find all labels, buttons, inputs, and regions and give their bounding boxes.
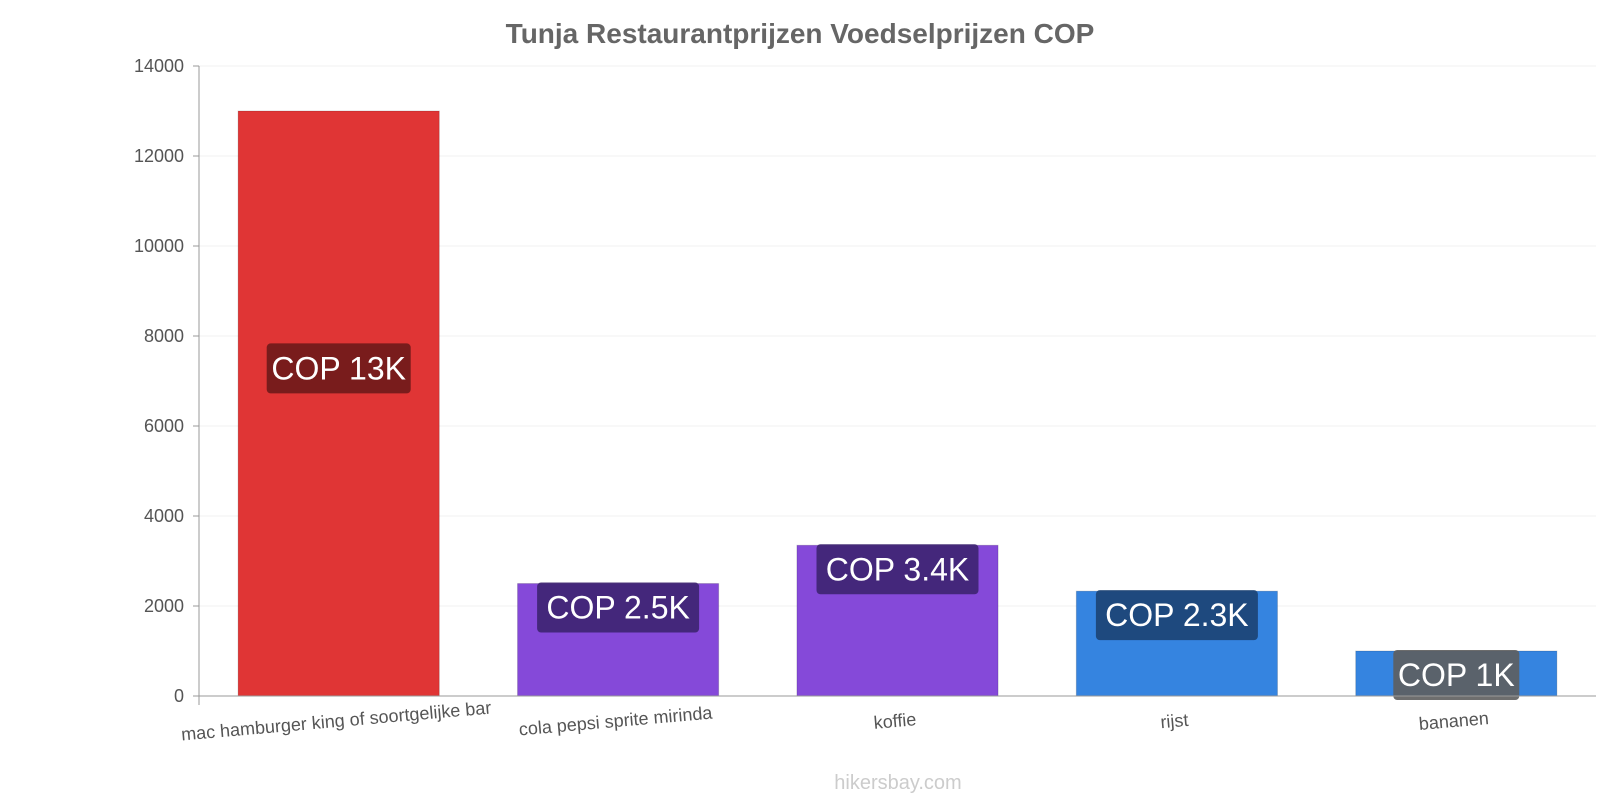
y-tick-label: 4000 [144,506,184,526]
data-label-0: COP 13K [266,343,411,394]
data-labels: COP 13K COP 2.5K COP 3.4K COP 2.3K COP 1K [266,343,1520,700]
data-label-text: COP 13K [271,350,406,386]
x-tick-label-3: rijst [1160,710,1190,732]
data-label-box [1393,650,1520,700]
data-label-text: COP 1K [1398,657,1515,693]
data-label-box [537,582,700,633]
data-label-4: COP 1K [1393,650,1520,700]
y-tick-label: 2000 [144,596,184,616]
y-tick-label: 10000 [134,236,184,256]
x-tick-label-4: bananen [1418,708,1490,734]
bars [237,110,1558,697]
watermark: hikersbay.com [834,772,961,794]
data-label-1: COP 2.5K [537,582,700,633]
x-tick-label-0: mac hamburger king of soortgelijke bar [180,698,492,745]
data-label-2: COP 3.4K [816,544,979,595]
bar-0 [237,110,440,697]
data-label-3: COP 2.3K [1095,590,1258,641]
x-tick-label-2: koffie [873,709,917,733]
y-tick-label: 6000 [144,416,184,436]
x-tick-label-1: cola pepsi sprite mirinda [518,703,714,740]
data-label-text: COP 2.3K [1105,597,1248,633]
x-axis-ticks: mac hamburger king of soortgelijke bar co… [180,698,1489,745]
data-label-box [266,343,411,394]
data-label-box [1095,590,1258,641]
y-tick-label: 8000 [144,326,184,346]
y-tick-label: 12000 [134,146,184,166]
y-axis-ticks: 0 2000 4000 6000 8000 10000 12000 14000 [134,56,199,706]
data-label-text: COP 3.4K [826,551,969,587]
y-tick-label: 14000 [134,56,184,76]
y-tick-label: 0 [174,686,184,706]
data-label-box [816,544,979,595]
chart-title: Tunja Restaurantprijzen Voedselprijzen C… [506,18,1095,49]
data-label-text: COP 2.5K [546,590,689,626]
